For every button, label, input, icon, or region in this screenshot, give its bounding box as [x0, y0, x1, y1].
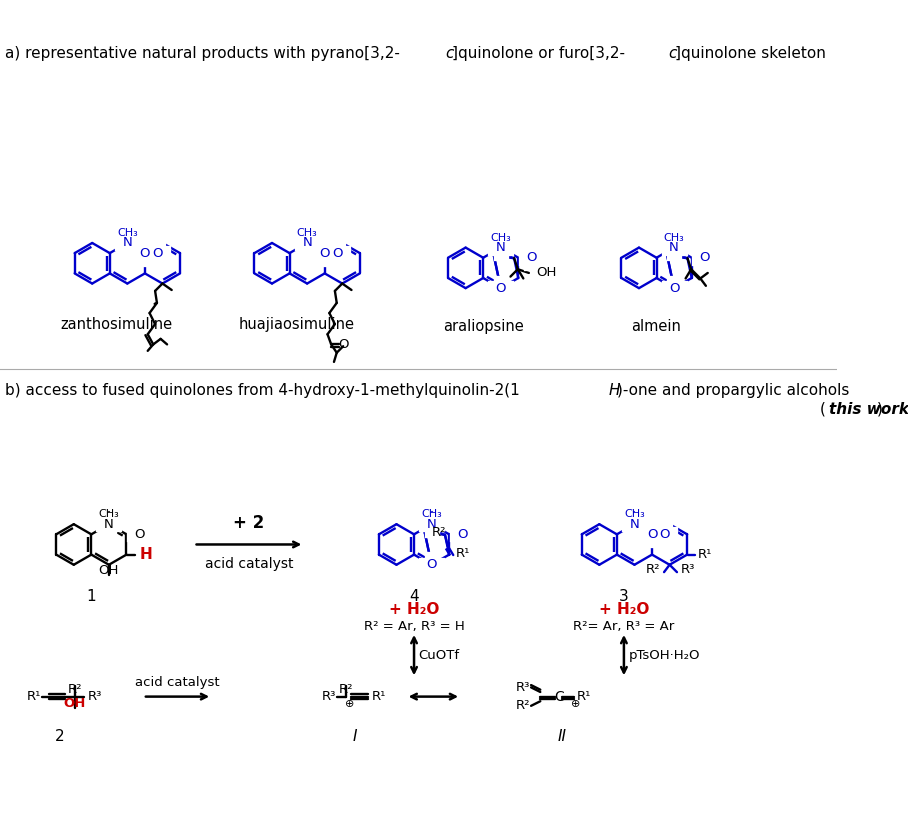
- Text: N: N: [104, 517, 114, 531]
- Text: O: O: [457, 528, 468, 541]
- Text: OH: OH: [99, 564, 119, 577]
- Text: huajiaosimuline: huajiaosimuline: [239, 318, 355, 333]
- Text: OH: OH: [64, 697, 86, 711]
- Text: R²: R²: [516, 700, 530, 712]
- Text: pTsOH·H₂O: pTsOH·H₂O: [628, 648, 700, 662]
- Text: N: N: [629, 517, 639, 531]
- Text: CH₃: CH₃: [664, 233, 685, 243]
- Text: R²: R²: [339, 683, 353, 696]
- Text: R¹: R¹: [698, 549, 713, 561]
- Text: O: O: [320, 247, 330, 260]
- Text: zanthosimuline: zanthosimuline: [61, 318, 173, 333]
- Text: CH₃: CH₃: [117, 228, 138, 239]
- Text: N: N: [669, 241, 679, 254]
- Text: ]quinolone skeleton: ]quinolone skeleton: [675, 45, 825, 60]
- Text: H: H: [608, 383, 620, 398]
- Text: O: O: [427, 559, 437, 571]
- Text: R¹: R¹: [27, 690, 42, 703]
- Text: O: O: [669, 281, 679, 295]
- Text: C: C: [554, 690, 564, 704]
- Text: O: O: [526, 251, 537, 265]
- Text: CH₃: CH₃: [624, 509, 645, 519]
- Text: N: N: [123, 237, 133, 249]
- Text: b) access to fused quinolones from 4-hydroxy-1-methylquinolin-2(1: b) access to fused quinolones from 4-hyd…: [5, 383, 519, 398]
- Text: R²: R²: [646, 563, 660, 576]
- Text: R³: R³: [87, 690, 102, 703]
- Text: almein: almein: [632, 319, 682, 334]
- Text: R³: R³: [681, 563, 695, 576]
- Text: acid catalyst: acid catalyst: [134, 676, 220, 690]
- Text: CH₃: CH₃: [297, 228, 318, 239]
- Text: 4: 4: [410, 589, 419, 604]
- Text: O: O: [660, 528, 670, 541]
- Text: O: O: [153, 247, 163, 260]
- Text: R² = Ar, R³ = H: R² = Ar, R³ = H: [364, 620, 464, 633]
- Text: CH₃: CH₃: [421, 509, 442, 519]
- Text: c: c: [445, 45, 454, 60]
- Text: CH₃: CH₃: [490, 233, 511, 243]
- Text: (: (: [819, 402, 825, 417]
- Text: O: O: [134, 528, 144, 541]
- Text: + 2: + 2: [233, 513, 264, 532]
- Text: this work: this work: [829, 402, 908, 417]
- Text: R¹: R¹: [577, 690, 592, 703]
- Text: N: N: [302, 237, 312, 249]
- Text: H: H: [139, 547, 153, 562]
- Text: R³: R³: [322, 690, 337, 703]
- Text: acid catalyst: acid catalyst: [204, 558, 293, 571]
- Text: ⊕: ⊕: [345, 699, 354, 709]
- Text: O: O: [496, 281, 506, 295]
- Text: O: O: [646, 528, 657, 541]
- Text: a) representative natural products with pyrano[3,2-: a) representative natural products with …: [5, 45, 400, 60]
- Text: O: O: [332, 247, 343, 260]
- Text: R²: R²: [432, 526, 447, 539]
- Text: R¹: R¹: [456, 547, 470, 559]
- Text: 3: 3: [619, 589, 628, 604]
- Text: R²= Ar, R³ = Ar: R²= Ar, R³ = Ar: [573, 620, 675, 633]
- Text: 1: 1: [86, 589, 96, 604]
- Text: CuOTf: CuOTf: [419, 648, 459, 662]
- Text: ⊕: ⊕: [570, 699, 580, 709]
- Text: OH: OH: [537, 266, 557, 280]
- Text: R¹: R¹: [371, 690, 386, 703]
- Text: ]quinolone or furo[3,2-: ]quinolone or furo[3,2-: [452, 45, 625, 60]
- Text: N: N: [427, 517, 437, 531]
- Text: R³: R³: [516, 681, 530, 694]
- Text: I: I: [352, 729, 357, 744]
- Text: CH₃: CH₃: [99, 509, 119, 519]
- Text: II: II: [558, 729, 567, 744]
- Text: R²: R²: [67, 683, 82, 696]
- Text: 2: 2: [55, 729, 64, 744]
- Text: + H₂O: + H₂O: [598, 601, 649, 617]
- Text: )-one and propargylic alcohols: )-one and propargylic alcohols: [617, 383, 849, 398]
- Text: O: O: [338, 338, 349, 351]
- Text: c: c: [668, 45, 676, 60]
- Text: O: O: [140, 247, 150, 260]
- Text: N: N: [496, 241, 506, 254]
- Text: ): ): [877, 402, 883, 417]
- Text: araliopsine: araliopsine: [443, 319, 524, 334]
- Text: + H₂O: + H₂O: [389, 601, 439, 617]
- Text: O: O: [699, 251, 710, 265]
